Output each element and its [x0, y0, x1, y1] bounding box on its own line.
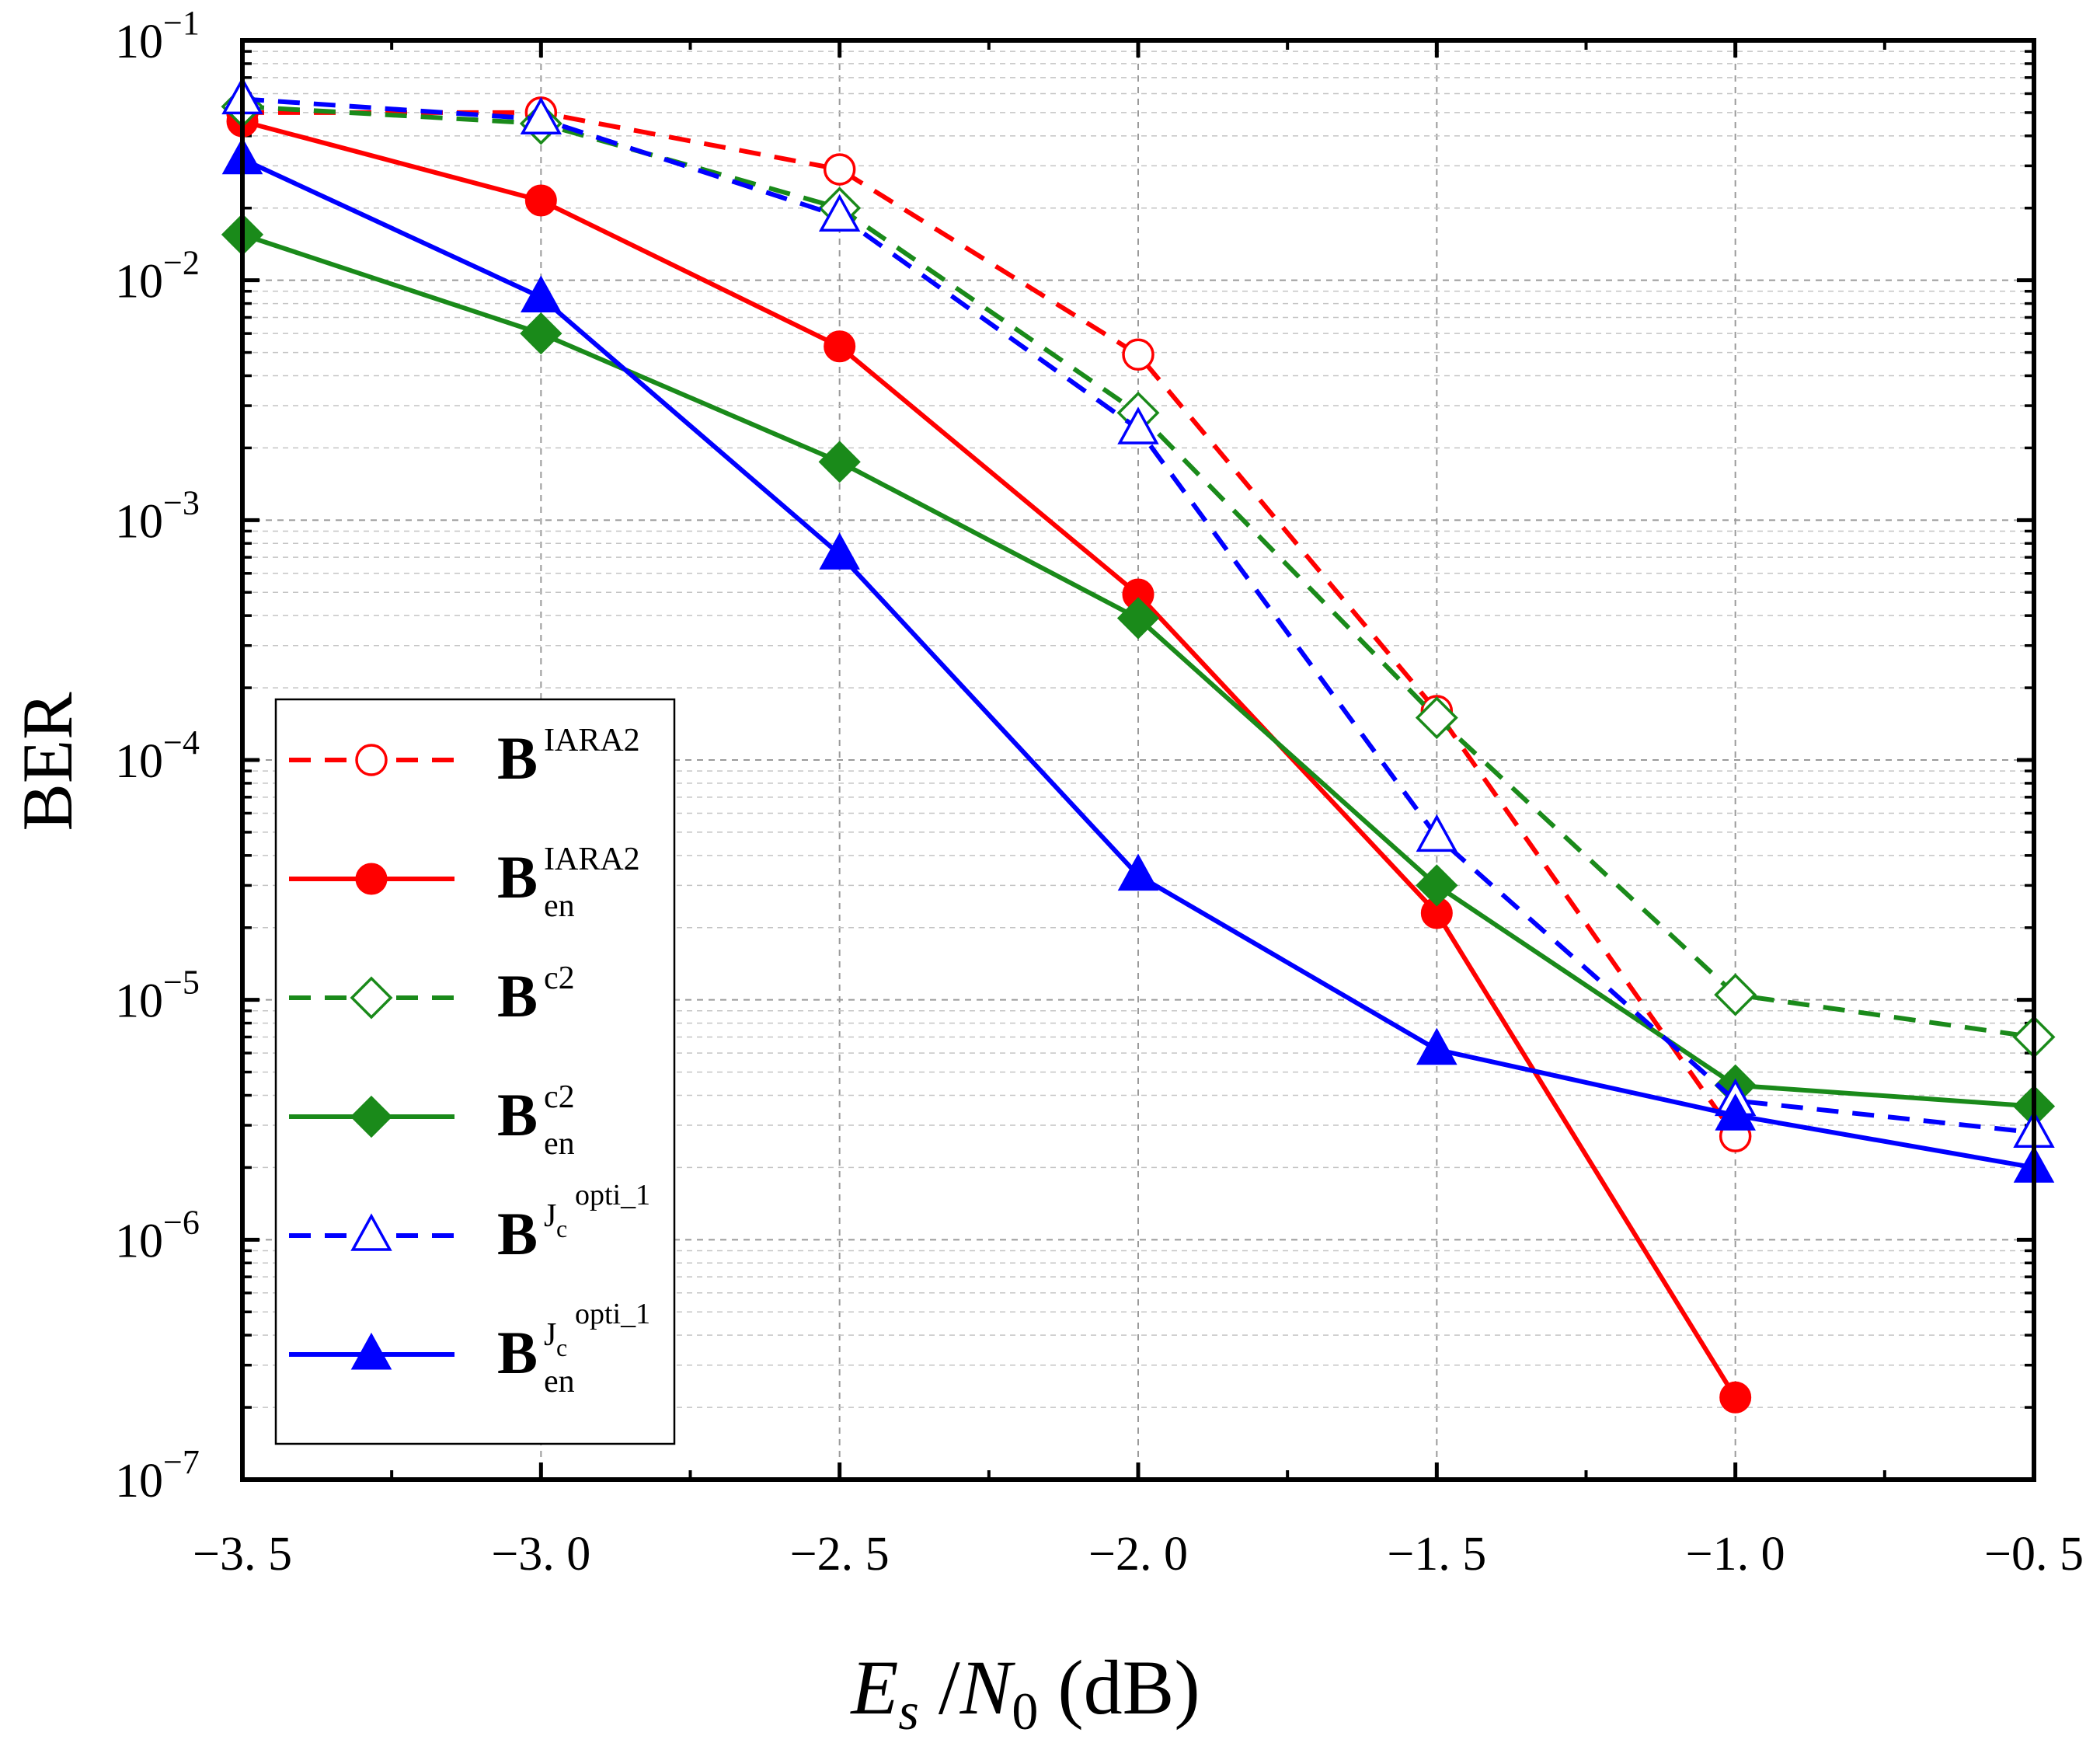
- legend-marker: [350, 1095, 393, 1138]
- legend-item: B IARA2: [289, 723, 640, 792]
- plot-frame: [240, 38, 2036, 1482]
- legend-item: B IARA2 en: [289, 842, 640, 924]
- data-series: [221, 76, 2056, 1414]
- legend-sup: J: [544, 1198, 556, 1234]
- legend-label: B: [497, 1200, 538, 1267]
- y-tick-label: 10−4: [115, 723, 200, 788]
- legend-label: B: [497, 1319, 538, 1386]
- legend-sup: c2: [544, 1079, 575, 1115]
- data-point: [1415, 696, 1458, 740]
- series-2: [226, 105, 1752, 1414]
- legend-sup-sub: c: [556, 1333, 567, 1361]
- data-point: [520, 312, 562, 355]
- data-point: [1714, 973, 1757, 1016]
- y-tick-label: 10−1: [115, 4, 200, 68]
- x-tick-label: −2. 5: [790, 1528, 890, 1581]
- y-tick-label: 10−7: [115, 1443, 200, 1508]
- x-tick-labels: −3. 5 −3. 0 −2. 5 −2. 0 −1. 5 −1. 0 −0. 5: [193, 1528, 2084, 1581]
- legend-label: B: [497, 843, 538, 911]
- data-point: [520, 96, 562, 134]
- y-axis-title: BER: [8, 692, 87, 831]
- x-tick-label: −2. 0: [1088, 1528, 1188, 1581]
- data-point: [818, 193, 861, 232]
- data-point: [823, 153, 856, 186]
- series-line: [242, 119, 1738, 1399]
- data-point: [1719, 1381, 1752, 1414]
- legend-sup-sup: opti_1: [575, 1298, 650, 1330]
- legend-sup: c2: [544, 960, 575, 996]
- data-point: [819, 532, 860, 570]
- legend-box: [274, 698, 676, 1445]
- data-point: [1416, 814, 1458, 852]
- legend-sup-sub: c: [556, 1215, 567, 1243]
- data-point: [1416, 864, 1458, 907]
- legend-label: B: [497, 724, 538, 792]
- legend-marker: [355, 863, 388, 895]
- data-point: [818, 441, 861, 483]
- legend-marker: [350, 1332, 392, 1370]
- data-point: [1116, 597, 1160, 640]
- x-axis-title: Es /N0 (dB): [849, 1644, 1200, 1741]
- legend-marker: [350, 976, 393, 1020]
- data-point: [824, 330, 856, 363]
- data-point: [1715, 1093, 1756, 1131]
- x-tick-label: −3. 5: [193, 1528, 292, 1581]
- legend-sup: IARA2: [544, 723, 640, 758]
- x-tick-label: −1. 0: [1686, 1528, 1785, 1581]
- x-tick-label: −1. 5: [1387, 1528, 1486, 1581]
- x-tick-label: −3. 0: [491, 1528, 590, 1581]
- legend-label: B: [497, 1081, 538, 1149]
- data-point: [1117, 406, 1159, 444]
- axis-ticks: [240, 38, 2036, 1482]
- legend-sup-sup: opti_1: [575, 1179, 650, 1211]
- x-tick-label: −0. 5: [1984, 1528, 2084, 1581]
- legend-sup: IARA2: [544, 842, 640, 877]
- legend-marker: [350, 1213, 392, 1251]
- legend-label: B: [497, 962, 538, 1030]
- y-tick-label: 10−5: [115, 964, 200, 1028]
- data-point: [1416, 1027, 1457, 1065]
- y-tick-label: 10−3: [115, 483, 200, 548]
- data-point: [524, 184, 557, 217]
- legend-sub: en: [544, 1364, 575, 1400]
- y-tick-label: 10−6: [115, 1203, 200, 1267]
- y-tick-label: 10−2: [115, 244, 200, 309]
- data-point: [1122, 338, 1154, 371]
- data-point: [1117, 853, 1159, 891]
- legend-sub: en: [544, 1126, 575, 1162]
- legend-sup: J: [544, 1317, 556, 1353]
- series-line: [242, 110, 1738, 1138]
- y-tick-labels: 10−1 10−2 10−3 10−4 10−5 10−6 10−7: [115, 4, 200, 1508]
- data-point: [521, 275, 562, 312]
- legend-sub: en: [544, 888, 575, 924]
- legend-marker: [355, 744, 388, 776]
